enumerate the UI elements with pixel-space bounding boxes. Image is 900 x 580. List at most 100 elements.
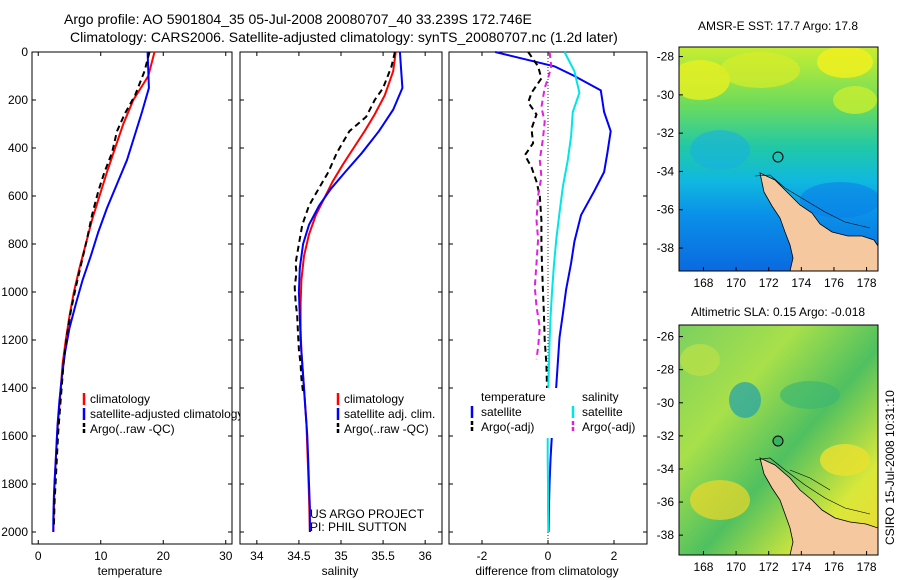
salinity-xlabel: salinity (322, 564, 359, 578)
legend-label-temp-argo: Argo(-adj) (481, 420, 534, 434)
map-y-tick-label: -36 (657, 203, 675, 217)
legend-label-argo: Argo(..raw -QC) (90, 422, 175, 436)
sla-low-patch (729, 382, 761, 418)
salinity-axes-frame (239, 51, 443, 545)
legend-label-sal-satellite: satellite (582, 405, 623, 419)
x-tick-label: -2 (477, 549, 488, 563)
legend-label-temp-satellite: satellite (481, 405, 522, 419)
difference-panel: -2 0 2 difference from climatology tempera… (448, 51, 648, 578)
sst-coast-contour (754, 174, 871, 229)
sst-cool-patch (690, 130, 750, 170)
map-x-tick-label: 168 (693, 560, 713, 574)
series-line (293, 51, 396, 393)
legend-heading-temperature: temperature (481, 390, 546, 404)
sst-warm-patch (833, 86, 877, 114)
x-tick-label: 10 (94, 549, 108, 563)
map-x-tick-label: 168 (693, 276, 713, 290)
project-label: US ARGO PROJECT (310, 507, 425, 521)
map-y-tick-label: -26 (657, 330, 675, 344)
y-tick-label: 0 (21, 45, 28, 59)
series-line (52, 51, 150, 532)
difference-ticks: -2 0 2 (449, 51, 647, 563)
sla-ticks: 168 170 172 174 176 178 -26 -28 -30 -32 -34 -36 -38 (657, 330, 877, 574)
salinity-legend: climatology satellite adj. clim. Argo(..… (336, 392, 435, 436)
y-tick-label: 200 (8, 93, 28, 107)
map-y-tick-label: -32 (657, 429, 675, 443)
legend-label-satellite: satellite-adjusted climatology (90, 407, 243, 421)
map-y-tick-label: -36 (657, 495, 675, 509)
temperature-xlabel: temperature (98, 564, 163, 578)
pi-label: PI: PHIL SUTTON (310, 520, 407, 534)
sst-warm-patch (679, 60, 730, 100)
sla-coast-contour (789, 469, 831, 491)
y-tick-label: 1200 (1, 333, 28, 347)
y-tick-label: 1600 (1, 429, 28, 443)
y-tick-label: 800 (8, 237, 28, 251)
series-line (297, 51, 404, 532)
y-tick-label: 2000 (1, 525, 28, 539)
sst-ticks: 168 170 172 174 176 178 -28 -30 -32 -34 -36 -38 (657, 50, 877, 290)
map-x-tick-label: 176 (824, 276, 844, 290)
x-tick-label: 2 (611, 549, 618, 563)
figure-title-line2: Climatology: CARS2006. Satellite-adjuste… (70, 29, 618, 45)
sla-map-panel: Altimetric SLA: 0.15 Argo: -0.018 168 170… (657, 305, 879, 574)
y-tick-label: 1000 (1, 285, 28, 299)
difference-legend-bg (465, 388, 565, 438)
sst-warm-patch (720, 52, 800, 88)
sst-land (759, 172, 878, 271)
x-tick-label: 35 (334, 549, 348, 563)
map-x-tick-label: 170 (726, 276, 746, 290)
sst-axes-frame (678, 46, 879, 272)
map-y-tick-label: -28 (657, 50, 675, 64)
y-tick-label: 1400 (1, 381, 28, 395)
timestamp-stamp: CSIRO 15-Jul-2008 10:31:10 (883, 390, 897, 545)
map-x-tick-label: 176 (824, 560, 844, 574)
sla-coast-contour (754, 457, 871, 515)
map-y-tick-label: -34 (657, 462, 675, 476)
y-tick-label: 400 (8, 141, 28, 155)
temperature-series (52, 51, 156, 533)
y-tick-label: 600 (8, 189, 28, 203)
map-x-tick-label: 172 (759, 560, 779, 574)
map-x-tick-label: 170 (726, 560, 746, 574)
x-tick-label: 35.5 (371, 549, 395, 563)
map-y-tick-label: -30 (657, 396, 675, 410)
map-x-tick-label: 174 (791, 276, 811, 290)
difference-xlabel: difference from climatology (475, 564, 618, 578)
legend-label-climatology: climatology (90, 392, 150, 406)
salinity-panel: 34 34.5 35 35.5 36 salinity climatology sate… (239, 51, 443, 578)
x-tick-label: 34 (250, 549, 264, 563)
map-x-tick-label: 172 (759, 276, 779, 290)
sla-low-patch (780, 381, 840, 409)
sla-map-title: Altimetric SLA: 0.15 Argo: -0.018 (691, 305, 865, 319)
salinity-legend-bg (568, 388, 640, 438)
map-y-tick-label: -34 (657, 164, 675, 178)
figure-title-line1: Argo profile: AO 5901804_35 05-Jul-2008 … (64, 11, 532, 27)
map-y-tick-label: -30 (657, 88, 675, 102)
x-tick-label: 34.5 (287, 549, 311, 563)
map-y-tick-label: -32 (657, 126, 675, 140)
series-line (533, 51, 553, 360)
legend-label-satellite: satellite adj. clim. (344, 407, 435, 421)
map-x-tick-label: 178 (857, 560, 877, 574)
x-tick-label: 0 (35, 549, 42, 563)
map-y-tick-label: -38 (657, 528, 675, 542)
salinity-ticks: 34 34.5 35 35.5 36 (240, 51, 442, 563)
sla-axes-frame (678, 324, 879, 556)
sst-warm-patch (817, 47, 873, 78)
y-tick-label: 1800 (1, 477, 28, 491)
series-line (546, 51, 581, 533)
difference-legend: temperature satellite Argo(-adj) salinit… (465, 388, 640, 438)
sst-argo-marker (772, 151, 784, 163)
x-tick-label: 36 (418, 549, 432, 563)
sla-argo-marker (772, 435, 784, 447)
x-tick-label: 0 (545, 549, 552, 563)
series-line (52, 51, 151, 528)
map-y-tick-label: -28 (657, 363, 675, 377)
sst-map-panel: AMSR-E SST: 17.7 Argo: 17.8 168 170 172 174… (657, 19, 879, 290)
x-tick-label: 30 (219, 549, 233, 563)
salinity-series (293, 51, 404, 533)
x-tick-label: 20 (157, 549, 171, 563)
temperature-panel: 0 10 20 30 0 200 400 600 800 1000 1200 1400 1600 1800… (1, 45, 243, 578)
